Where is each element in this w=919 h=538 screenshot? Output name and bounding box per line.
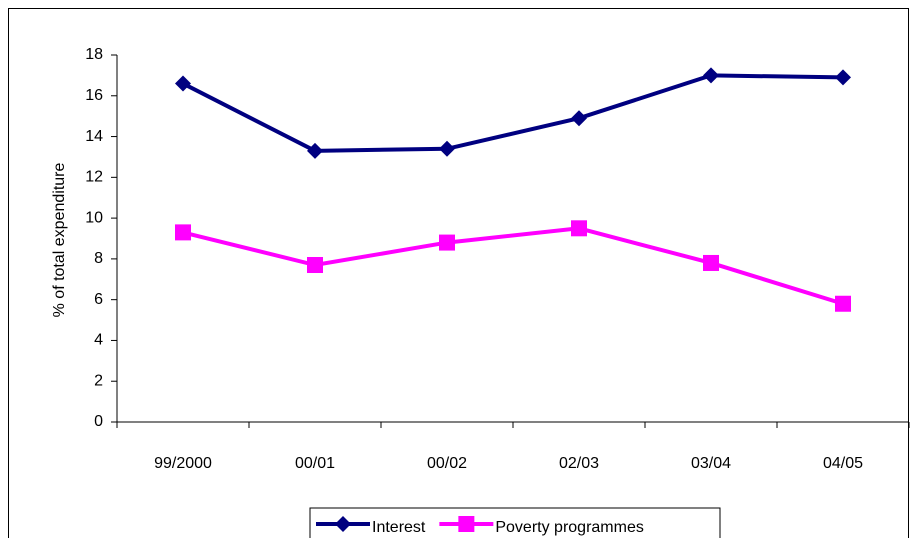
marker: [835, 69, 851, 86]
marker: [571, 220, 587, 237]
legend-box: [309, 507, 721, 538]
legend-label: Poverty programmes: [495, 519, 644, 536]
marker: [307, 257, 323, 274]
marker: [439, 234, 455, 251]
marker: [703, 254, 719, 271]
marker: [835, 295, 851, 312]
y-tick-label: 2: [94, 372, 103, 389]
y-tick-label: 18: [85, 46, 103, 63]
marker: [439, 140, 455, 157]
marker: [175, 75, 191, 92]
y-tick-label: 16: [85, 87, 103, 104]
x-tick-label: 03/04: [691, 455, 731, 472]
marker: [458, 516, 475, 532]
marker: [307, 142, 323, 159]
y-tick-label: 10: [85, 209, 103, 226]
series-line: [182, 73, 844, 153]
marker: [175, 224, 191, 241]
y-tick-label: 8: [94, 250, 103, 267]
marker: [335, 516, 351, 532]
y-tick-label: 0: [94, 413, 103, 430]
chart-border: [8, 8, 909, 538]
x-tick-label: 00/01: [295, 455, 335, 472]
y-tick-label: 12: [85, 169, 103, 186]
marker: [571, 110, 587, 127]
y-tick-label: 14: [85, 128, 103, 145]
y-tick-label: 6: [94, 291, 103, 308]
x-tick-label: 00/02: [427, 455, 467, 472]
legend-label: Interest: [372, 519, 426, 536]
series-line: [182, 226, 844, 306]
y-tick-label: 4: [94, 332, 103, 349]
marker: [703, 67, 719, 84]
x-tick-label: 04/05: [823, 455, 863, 472]
x-tick-label: 02/03: [559, 455, 599, 472]
x-tick-label: 99/2000: [154, 455, 212, 472]
y-axis-label: % of total expenditure: [51, 163, 68, 318]
